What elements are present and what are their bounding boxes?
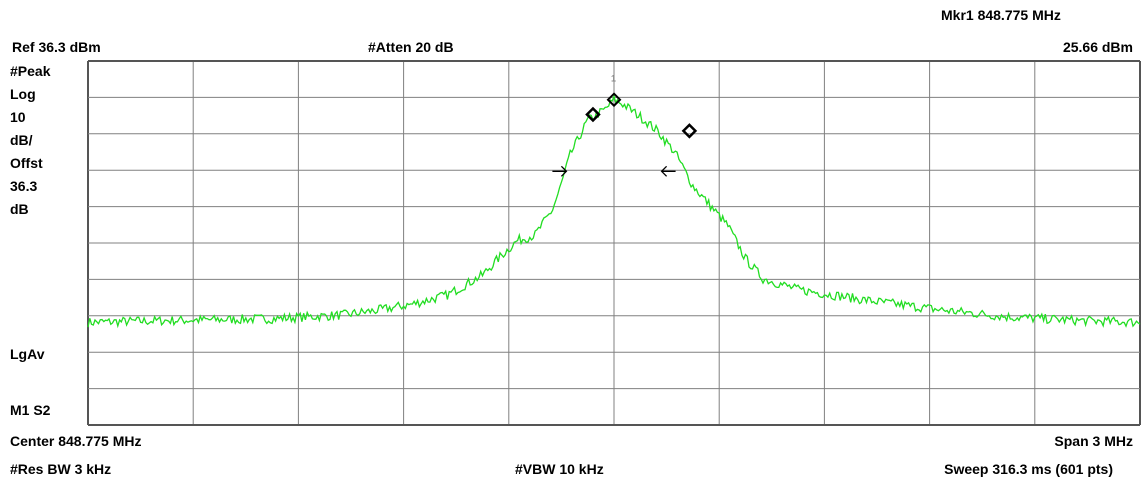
resolution-bandwidth: #Res BW 3 kHz (10, 461, 112, 477)
offset-label: Offst (10, 155, 43, 171)
offset-unit: dB (10, 201, 29, 217)
marker-mode-label: M1 S2 (10, 402, 51, 418)
bandwidth-marker-diamond (681, 123, 698, 139)
bandwidth-marker-diamond (585, 106, 601, 123)
marker-readout-value: 25.66 dBm (1062, 39, 1133, 55)
channel-edge-arrow-left (660, 165, 676, 177)
scale-value-label: 10 (10, 109, 26, 125)
center-frequency: Center 848.775 MHz (10, 433, 142, 449)
marker-readout-label: Mkr1 848.775 MHz (941, 7, 1061, 23)
scale-type-label: Log (10, 86, 36, 102)
detector-label: #Peak (10, 63, 51, 79)
ref-level: Ref 36.3 dBm (12, 39, 101, 55)
attenuation: #Atten 20 dB (368, 39, 454, 55)
channel-edge-arrow-right (552, 165, 568, 177)
scale-unit-label: dB/ (10, 132, 33, 148)
sweep-time: Sweep 316.3 ms (601 pts) (944, 461, 1113, 477)
video-bandwidth: #VBW 10 kHz (515, 461, 604, 477)
spectrum-trace (87, 94, 1141, 329)
frequency-span: Span 3 MHz (1054, 433, 1133, 449)
marker-1-diamond (606, 92, 622, 108)
average-mode-label: LgAv (10, 346, 45, 362)
graticule (87, 60, 1141, 426)
marker-1-label: 1 (611, 74, 616, 84)
offset-value: 36.3 (10, 178, 38, 194)
